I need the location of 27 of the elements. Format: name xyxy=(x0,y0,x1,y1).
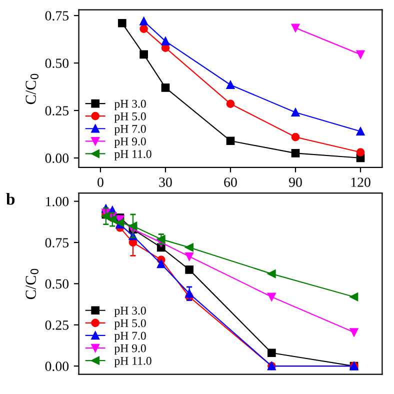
x-tick-label: 60 xyxy=(224,178,237,187)
y-tick-label: 0.50 xyxy=(45,279,69,289)
y-tick-label: 0.50 xyxy=(45,58,69,68)
legend-label: pH 9.0 xyxy=(114,344,146,355)
y-axis-title: C/C$_{0}$ xyxy=(26,74,38,104)
y-tick-label: 0.75 xyxy=(45,238,69,248)
legend-label: pH 3.0 xyxy=(114,100,146,110)
y-tick-label: 0.00 xyxy=(45,154,69,163)
y-tick-label: 0.25 xyxy=(45,320,69,330)
legend-label: pH 3.0 xyxy=(114,306,146,318)
y-tick-label: 0.75 xyxy=(45,11,69,21)
x-tick-label: 120 xyxy=(351,178,370,187)
legend-label: pH 9.0 xyxy=(114,137,146,148)
legend-label: pH 5.0 xyxy=(114,319,146,330)
y-axis-title: C/C$_{0}$ xyxy=(26,268,38,300)
x-tick-label: 30 xyxy=(159,178,172,187)
legend-label: pH 7.0 xyxy=(114,124,146,136)
x-tick-label: 90 xyxy=(289,178,302,187)
legend-label: pH 11.0 xyxy=(114,356,152,368)
legend-label: pH 11.0 xyxy=(114,150,152,160)
legend-label: pH 5.0 xyxy=(114,112,146,123)
y-tick-label: 0.25 xyxy=(45,106,69,116)
text: b xyxy=(6,193,15,205)
y-tick-label: 1.00 xyxy=(46,196,69,206)
x-tick-label: 0 xyxy=(98,178,104,187)
legend-label: pH 7.0 xyxy=(114,332,146,342)
y-tick-label: 0.00 xyxy=(45,362,69,372)
